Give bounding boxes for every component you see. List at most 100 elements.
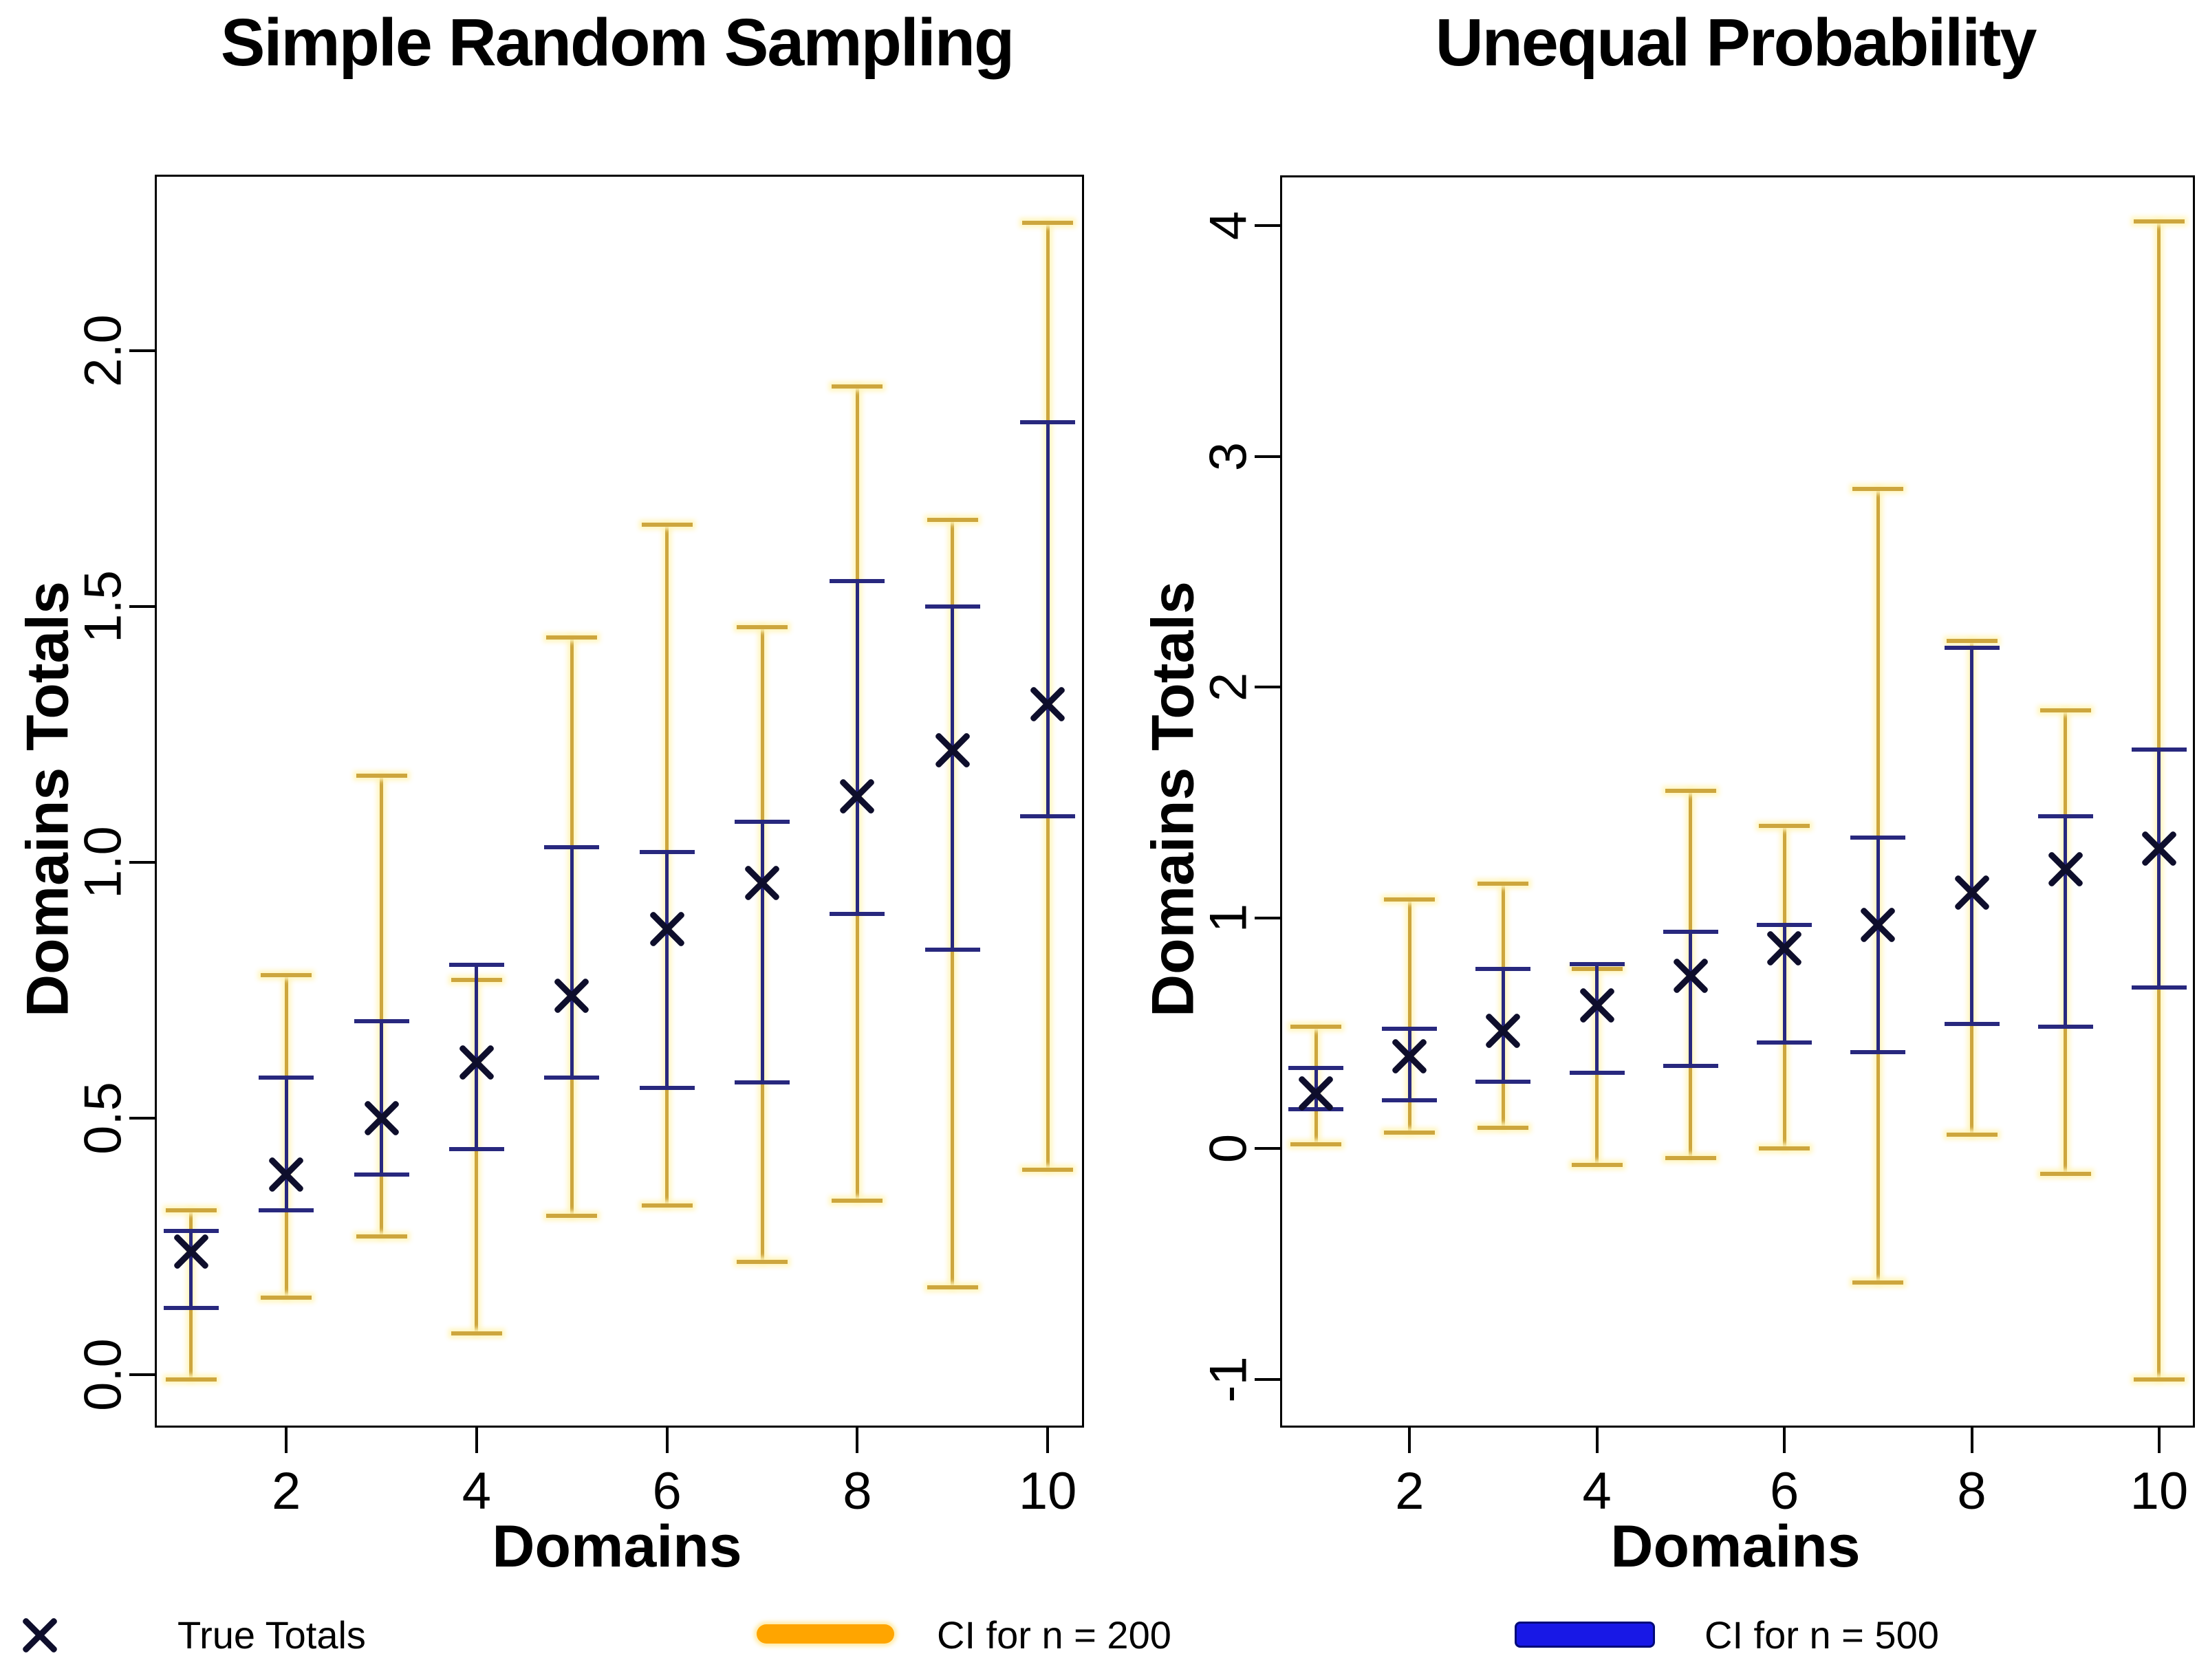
ci500-line	[189, 1231, 193, 1308]
ci200-cap	[165, 1208, 217, 1213]
y-tick-label: 2	[1199, 673, 1258, 702]
ci500-cap	[735, 819, 790, 824]
x-tick	[2157, 1428, 2161, 1453]
ci500-line	[1970, 648, 1974, 1025]
left-y-axis-label: Domains Totals	[14, 581, 81, 1017]
ci200-cap	[2133, 219, 2185, 223]
ci500-cap	[735, 1080, 790, 1085]
right-x-axis-label: Domains	[1610, 1514, 1861, 1580]
ci500-cap	[1757, 1040, 1812, 1045]
true-total-marker	[1764, 928, 1804, 968]
ci500-cap	[639, 850, 695, 855]
ci200-cap	[356, 773, 407, 778]
ci200-cap	[1478, 1126, 1529, 1131]
ci500-line	[1407, 1028, 1411, 1100]
x-tick	[856, 1428, 859, 1453]
true-total-marker	[1389, 1036, 1429, 1076]
ci500-cap	[830, 578, 885, 583]
ci200-cap	[1946, 639, 1998, 644]
ci200-cap	[546, 1213, 598, 1218]
ci500-line	[1876, 837, 1880, 1052]
y-tick	[129, 349, 155, 353]
true-total-marker	[457, 1043, 497, 1082]
right-y-axis-label: Domains Totals	[1140, 581, 1206, 1017]
x-tick	[285, 1428, 288, 1453]
x-tick-label: 2	[1395, 1462, 1425, 1520]
x-tick-label: 2	[272, 1462, 301, 1520]
ci200-cap	[2039, 1172, 2091, 1177]
ci200-cap	[1571, 1162, 1623, 1167]
y-tick	[129, 605, 155, 609]
true-total-marker	[266, 1155, 306, 1194]
ci500-cap	[163, 1229, 219, 1234]
ci200-cap	[1290, 1024, 1342, 1029]
ci500-cap	[163, 1305, 219, 1310]
y-tick	[1255, 1147, 1280, 1150]
ci200-cap	[1759, 823, 1810, 828]
y-tick	[1255, 224, 1280, 228]
ci200-cap	[927, 1285, 978, 1290]
y-tick	[129, 1117, 155, 1120]
ci200-line	[475, 980, 479, 1334]
ci500-line	[665, 852, 669, 1088]
ci500-cap	[924, 947, 980, 952]
ci200-cap	[1022, 220, 1074, 225]
y-tick-label: 2.0	[74, 314, 133, 387]
ci500-line	[1595, 964, 1599, 1073]
true-total-marker	[1952, 873, 1992, 913]
x-tick	[1408, 1428, 1411, 1453]
ci200-cap	[1946, 1133, 1998, 1137]
ci500-cap	[1475, 966, 1531, 971]
y-tick	[1255, 686, 1280, 689]
ci500-cap	[259, 1208, 314, 1213]
ci500-line	[1782, 924, 1786, 1043]
true-total-marker	[1858, 905, 1898, 945]
ci200-cap	[1384, 897, 1436, 902]
ci500-line	[855, 580, 859, 914]
ci500-cap	[830, 911, 885, 916]
left-x-axis-label: Domains	[492, 1514, 742, 1580]
ci200-cap	[832, 1198, 883, 1203]
true-total-marker	[1028, 684, 1068, 724]
true-total-marker	[933, 730, 973, 770]
ci500-cap	[1475, 1080, 1531, 1084]
true-total-marker	[742, 863, 782, 903]
right-panel-title: Unequal Probability	[1435, 5, 2037, 80]
ci500-line	[951, 607, 955, 950]
y-tick	[129, 861, 155, 864]
ci200-cap	[1852, 1280, 1904, 1285]
true-total-marker	[1577, 985, 1617, 1025]
ci200-cap	[1384, 1130, 1436, 1135]
ci200-cap	[1478, 881, 1529, 886]
ci500-cap	[1020, 420, 1076, 425]
right-plot-area: -1 0 1 2 3 4 2 4 6 8 10	[1200, 175, 2195, 1520]
ci200-cap	[737, 1259, 788, 1264]
true-total-marker	[171, 1232, 211, 1272]
y-tick-label: 1.5	[74, 570, 133, 643]
ci200-cap	[641, 523, 693, 527]
x-tick-label: 10	[1018, 1462, 1077, 1520]
left-panel-title: Simple Random Sampling	[220, 5, 1015, 80]
ci200-cap	[1759, 1146, 1810, 1151]
x-tick-label: 8	[843, 1462, 872, 1520]
ci500-cap	[1288, 1107, 1344, 1112]
ci500-cap	[2037, 1024, 2093, 1029]
ci500-cap	[2037, 814, 2093, 819]
ci500-cap	[544, 1075, 600, 1080]
y-tick-label: 1.0	[74, 826, 133, 899]
ci500-cap	[1569, 1070, 1625, 1075]
y-tick-label: 0.5	[74, 1082, 133, 1155]
ci500-cap	[448, 963, 504, 968]
ci500-line	[284, 1077, 288, 1211]
ci500-cap	[354, 1172, 409, 1177]
true-total-marker	[837, 776, 877, 816]
true-total-marker	[1483, 1011, 1523, 1051]
ci200-cap	[832, 384, 883, 389]
y-tick-label: 3	[1199, 441, 1258, 472]
ci500-line	[760, 821, 764, 1083]
true-total-marker	[1296, 1073, 1336, 1113]
ci200-cap	[927, 517, 978, 522]
ci500-cap	[544, 844, 600, 849]
x-tick-label: 10	[2130, 1462, 2189, 1520]
